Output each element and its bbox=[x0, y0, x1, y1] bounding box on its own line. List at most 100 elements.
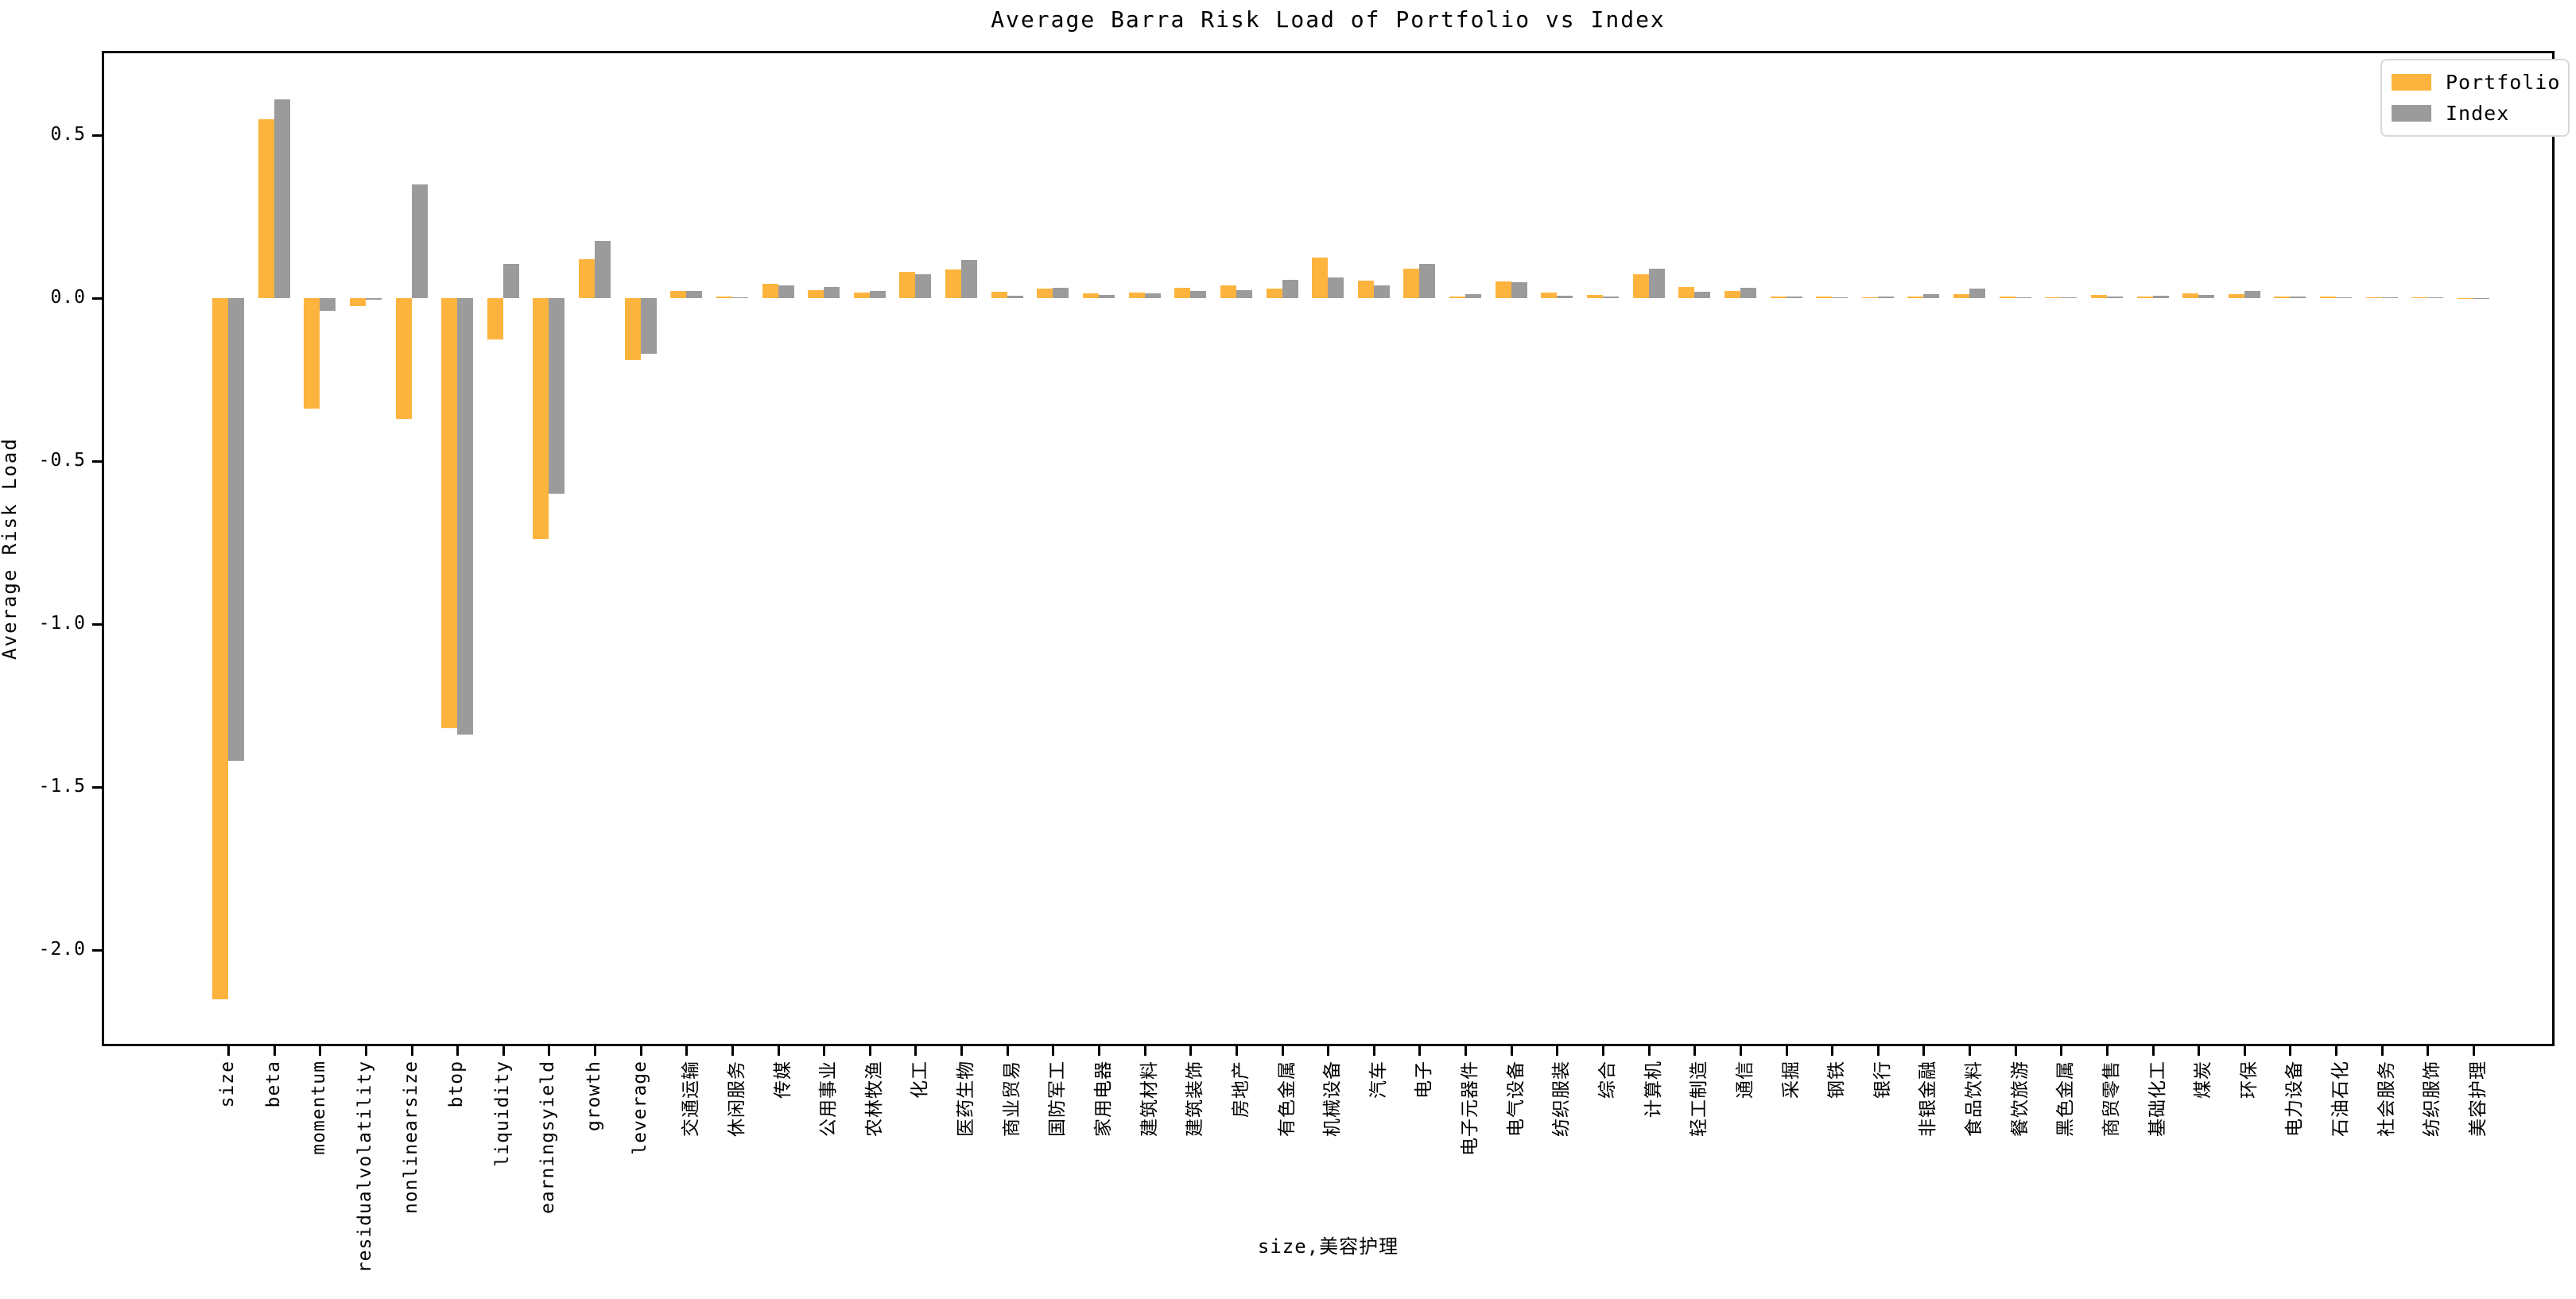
y-axis-label: Average Risk Load bbox=[0, 437, 21, 660]
x-tick bbox=[456, 1046, 460, 1056]
x-tick bbox=[1785, 1046, 1788, 1056]
bar-portfolio-建筑材料 bbox=[1128, 293, 1145, 298]
legend-item-portfolio: Portfolio bbox=[2392, 69, 2559, 96]
y-tick-label: -0.5 bbox=[38, 450, 86, 471]
x-tick-label-医药生物: 医药生物 bbox=[956, 1061, 977, 1137]
bar-index-房地产 bbox=[1236, 290, 1252, 298]
bar-index-beta bbox=[274, 99, 290, 298]
x-tick bbox=[2151, 1046, 2155, 1056]
x-tick bbox=[1235, 1046, 1238, 1056]
x-tick bbox=[2198, 1046, 2201, 1056]
x-tick-label-基础化工: 基础化工 bbox=[2147, 1061, 2168, 1137]
bar-portfolio-房地产 bbox=[1220, 285, 1236, 298]
bar-index-休闲服务 bbox=[731, 297, 748, 299]
bar-index-黑色金属 bbox=[2061, 297, 2077, 299]
bar-portfolio-环保 bbox=[2228, 294, 2244, 298]
bar-index-采掘 bbox=[1786, 296, 1802, 298]
x-tick bbox=[502, 1046, 505, 1056]
bar-portfolio-美容护理 bbox=[2458, 297, 2473, 299]
y-tick bbox=[92, 786, 102, 789]
legend-item-index: Index bbox=[2392, 100, 2559, 127]
bar-index-农林牧渔 bbox=[869, 291, 886, 298]
x-tick bbox=[1465, 1046, 1468, 1056]
x-tick bbox=[639, 1046, 642, 1056]
x-tick bbox=[227, 1046, 230, 1056]
bar-index-纺织服装 bbox=[1557, 295, 1573, 298]
x-tick bbox=[685, 1046, 689, 1056]
y-tick bbox=[92, 297, 102, 300]
bar-index-非银金融 bbox=[1923, 294, 1940, 298]
bar-portfolio-liquidity bbox=[487, 298, 503, 340]
x-tick bbox=[2335, 1046, 2338, 1056]
bar-index-商贸零售 bbox=[2106, 296, 2123, 298]
x-tick bbox=[731, 1046, 734, 1056]
bar-portfolio-纺织服饰 bbox=[2411, 297, 2428, 299]
x-tick bbox=[1601, 1046, 1604, 1056]
x-tick-label-电子元器件: 电子元器件 bbox=[1460, 1061, 1481, 1156]
bar-portfolio-leverage bbox=[624, 298, 641, 360]
x-tick bbox=[1052, 1046, 1055, 1056]
x-tick-label-食品饮料: 食品饮料 bbox=[1964, 1061, 1985, 1137]
bar-index-传媒 bbox=[778, 285, 794, 298]
bar-portfolio-石油石化 bbox=[2320, 296, 2337, 298]
bar-portfolio-国防军工 bbox=[1037, 288, 1053, 298]
x-tick bbox=[1281, 1046, 1284, 1056]
chart-title: Average Barra Risk Load of Portfolio vs … bbox=[991, 6, 1666, 33]
bar-index-电子元器件 bbox=[1465, 294, 1482, 298]
x-tick-label-黑色金属: 黑色金属 bbox=[2055, 1061, 2077, 1137]
x-tick-label-通信: 通信 bbox=[1734, 1061, 1755, 1099]
bar-portfolio-建筑装饰 bbox=[1174, 288, 1191, 298]
bar-portfolio-beta bbox=[258, 118, 274, 298]
legend: Portfolio Index bbox=[2380, 59, 2570, 137]
x-tick-label-综合: 综合 bbox=[1596, 1061, 1618, 1099]
index-swatch-icon bbox=[2392, 105, 2431, 122]
y-tick-label: -1.0 bbox=[38, 613, 86, 634]
bar-index-公用事业 bbox=[824, 286, 840, 298]
x-tick-label-momentum: momentum bbox=[308, 1061, 330, 1155]
bar-portfolio-采掘 bbox=[1770, 296, 1787, 298]
bar-portfolio-传媒 bbox=[762, 283, 778, 298]
bar-index-石油石化 bbox=[2336, 297, 2353, 299]
bar-portfolio-汽车 bbox=[1357, 280, 1374, 298]
x-tick-label-有色金属: 有色金属 bbox=[1276, 1061, 1298, 1137]
x-tick-label-商业贸易: 商业贸易 bbox=[1001, 1061, 1022, 1137]
bar-index-机械设备 bbox=[1328, 277, 1344, 298]
x-tick-label-beta: beta bbox=[262, 1061, 284, 1108]
x-tick-label-nonlinearsize: nonlinearsize bbox=[400, 1061, 421, 1215]
x-tick-label-家用电器: 家用电器 bbox=[1093, 1061, 1115, 1137]
y-tick bbox=[92, 460, 102, 463]
x-tick-label-钢铁: 钢铁 bbox=[1826, 1061, 1848, 1099]
x-tick-label-房地产: 房地产 bbox=[1230, 1061, 1251, 1118]
bar-portfolio-食品饮料 bbox=[1953, 294, 1970, 298]
x-tick-label-农林牧渔: 农林牧渔 bbox=[863, 1061, 885, 1137]
bar-portfolio-商贸零售 bbox=[2090, 295, 2107, 298]
y-tick bbox=[92, 949, 102, 952]
bar-index-综合 bbox=[1602, 297, 1619, 298]
x-tick-label-电气设备: 电气设备 bbox=[1505, 1061, 1527, 1137]
bar-portfolio-residualvolatility bbox=[349, 298, 366, 307]
x-tick bbox=[1739, 1046, 1742, 1056]
x-tick bbox=[2105, 1046, 2109, 1056]
x-tick bbox=[1922, 1046, 1926, 1056]
bar-index-有色金属 bbox=[1282, 280, 1298, 298]
bar-portfolio-纺织服装 bbox=[1541, 293, 1558, 298]
x-tick-label-leverage: leverage bbox=[629, 1061, 650, 1155]
bar-portfolio-电子元器件 bbox=[1449, 296, 1466, 298]
bar-portfolio-综合 bbox=[1586, 294, 1603, 298]
bar-index-环保 bbox=[2244, 291, 2260, 298]
bar-index-leverage bbox=[640, 298, 657, 354]
bar-index-电子 bbox=[1419, 264, 1436, 298]
y-tick bbox=[92, 623, 102, 626]
x-tick-label-liquidity: liquidity bbox=[491, 1061, 513, 1167]
x-tick-label-earningsyield: earningsyield bbox=[537, 1061, 559, 1215]
bar-portfolio-轻工制造 bbox=[1678, 287, 1695, 298]
bar-index-基础化工 bbox=[2152, 296, 2169, 298]
x-tick-label-社会服务: 社会服务 bbox=[2376, 1061, 2397, 1137]
y-tick bbox=[92, 134, 102, 137]
bar-index-煤炭 bbox=[2198, 295, 2215, 298]
x-tick-label-石油石化: 石油石化 bbox=[2330, 1061, 2352, 1137]
bar-portfolio-momentum bbox=[304, 298, 320, 409]
x-tick-label-轻工制造: 轻工制造 bbox=[1689, 1061, 1710, 1137]
bar-index-建筑材料 bbox=[1144, 293, 1161, 298]
bar-portfolio-化工 bbox=[899, 272, 916, 298]
